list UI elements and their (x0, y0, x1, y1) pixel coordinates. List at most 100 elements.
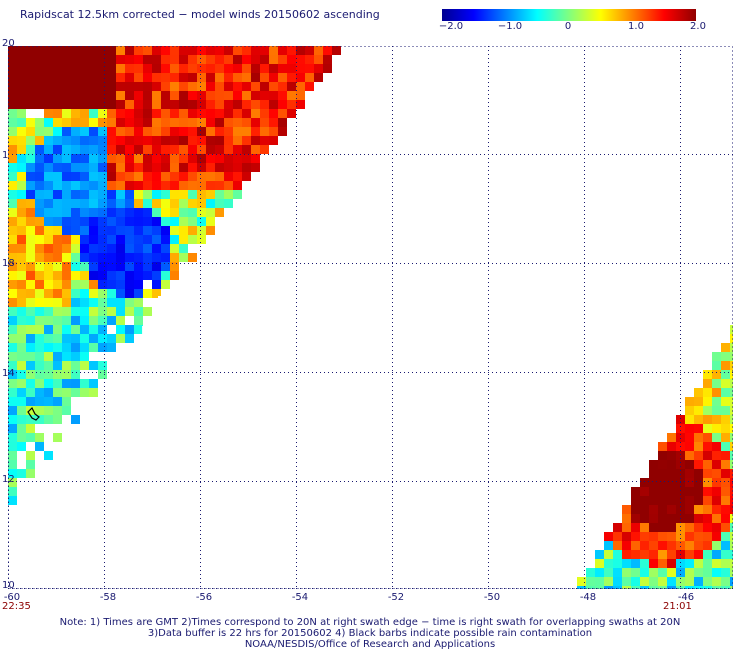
swath-cell (125, 82, 134, 91)
swath-cell (44, 307, 53, 316)
swath-cell (8, 397, 17, 406)
swath-cell (703, 514, 712, 523)
swath-cell (197, 91, 206, 100)
swath-cell (703, 523, 712, 532)
swath-cell (134, 172, 143, 181)
swath-cell (269, 109, 278, 118)
swath-cell (35, 415, 44, 424)
swath-cell (125, 91, 134, 100)
swath-gap (105, 396, 131, 406)
swath-cell (8, 433, 17, 442)
swath-cell (730, 550, 733, 559)
swath-cell (595, 559, 604, 568)
swath-cell (8, 217, 17, 226)
swath-cell (685, 523, 694, 532)
swath-cell (80, 109, 89, 118)
map-title: Rapidscat 12.5km corrected − model winds… (20, 8, 380, 21)
swath-cell (8, 235, 17, 244)
swath-cell (80, 226, 89, 235)
swath-cell (8, 262, 17, 271)
swath-gap (94, 416, 121, 426)
swath-cell (640, 523, 649, 532)
swath-cell (8, 469, 17, 478)
lat-label: 18 (2, 258, 15, 269)
swath-cell (278, 55, 287, 64)
swath-cell (44, 397, 53, 406)
swath-cell (161, 46, 170, 55)
swath-cell (694, 433, 703, 442)
swath-cell (107, 46, 116, 55)
lon-label: -46 (677, 592, 695, 603)
swath-cell (215, 181, 224, 190)
swath-cell (188, 172, 197, 181)
swath-cell (161, 244, 170, 253)
swath-cell (125, 145, 134, 154)
swath-cell (71, 163, 80, 172)
swath-cell (694, 577, 703, 586)
swath-cell (730, 496, 733, 505)
swath-cell (712, 577, 721, 586)
lat-label: 12 (2, 474, 15, 485)
swath-cell (179, 55, 188, 64)
swath-cell (35, 280, 44, 289)
swath-cell (649, 496, 658, 505)
swath-cell (134, 136, 143, 145)
swath-cell (17, 298, 26, 307)
swath-cell (125, 127, 134, 136)
swath-cell (107, 64, 116, 73)
swath-cell (721, 442, 730, 451)
swath-cell (125, 64, 134, 73)
swath-cell (8, 388, 17, 397)
swath-gap (73, 456, 100, 466)
swath-cell (35, 235, 44, 244)
rain-flag-mark (27, 406, 40, 421)
swath-cell (613, 586, 622, 589)
swath-cell (26, 406, 35, 415)
swath-cell (685, 532, 694, 541)
swath-cell (44, 199, 53, 208)
swath-cell (62, 118, 71, 127)
swath-cell (251, 100, 260, 109)
swath-cell (44, 451, 53, 460)
swath-cell (71, 217, 80, 226)
swath-cell (98, 361, 107, 370)
swath-cell (53, 73, 62, 82)
swath-cell (685, 469, 694, 478)
swath-cell (188, 55, 197, 64)
lon-label: -50 (483, 592, 501, 603)
swath-cell (242, 136, 251, 145)
note-line-3: NOAA/NESDIS/Office of Research and Appli… (244, 639, 496, 650)
swath-gap (30, 536, 57, 546)
swath-cell (35, 289, 44, 298)
swath-cell (667, 559, 676, 568)
swath-cell (8, 379, 17, 388)
swath-cell (278, 109, 287, 118)
swath-cell (233, 181, 242, 190)
swath-cell (8, 64, 17, 73)
swath-cell (143, 244, 152, 253)
swath-cell (143, 307, 152, 316)
swath-cell (17, 433, 26, 442)
swath-gap (46, 506, 73, 516)
swath-cell (89, 217, 98, 226)
swath-cell (89, 280, 98, 289)
swath-cell (62, 64, 71, 73)
swath-cell (703, 388, 712, 397)
swath-cell (35, 316, 44, 325)
swath-cell (269, 55, 278, 64)
swath-cell (134, 64, 143, 73)
swath-cell (62, 334, 71, 343)
swath-cell (278, 118, 287, 127)
swath-cell (694, 478, 703, 487)
swath-cell (721, 568, 730, 577)
swath-cell (71, 343, 80, 352)
swath-cell (107, 55, 116, 64)
swath-cell (161, 271, 170, 280)
swath-cell (685, 550, 694, 559)
swath-cell (107, 163, 116, 172)
swath-cell (80, 64, 89, 73)
swath-cell (62, 352, 71, 361)
swath-gap (142, 326, 169, 336)
swath-cell (98, 262, 107, 271)
swath-cell (161, 55, 170, 64)
